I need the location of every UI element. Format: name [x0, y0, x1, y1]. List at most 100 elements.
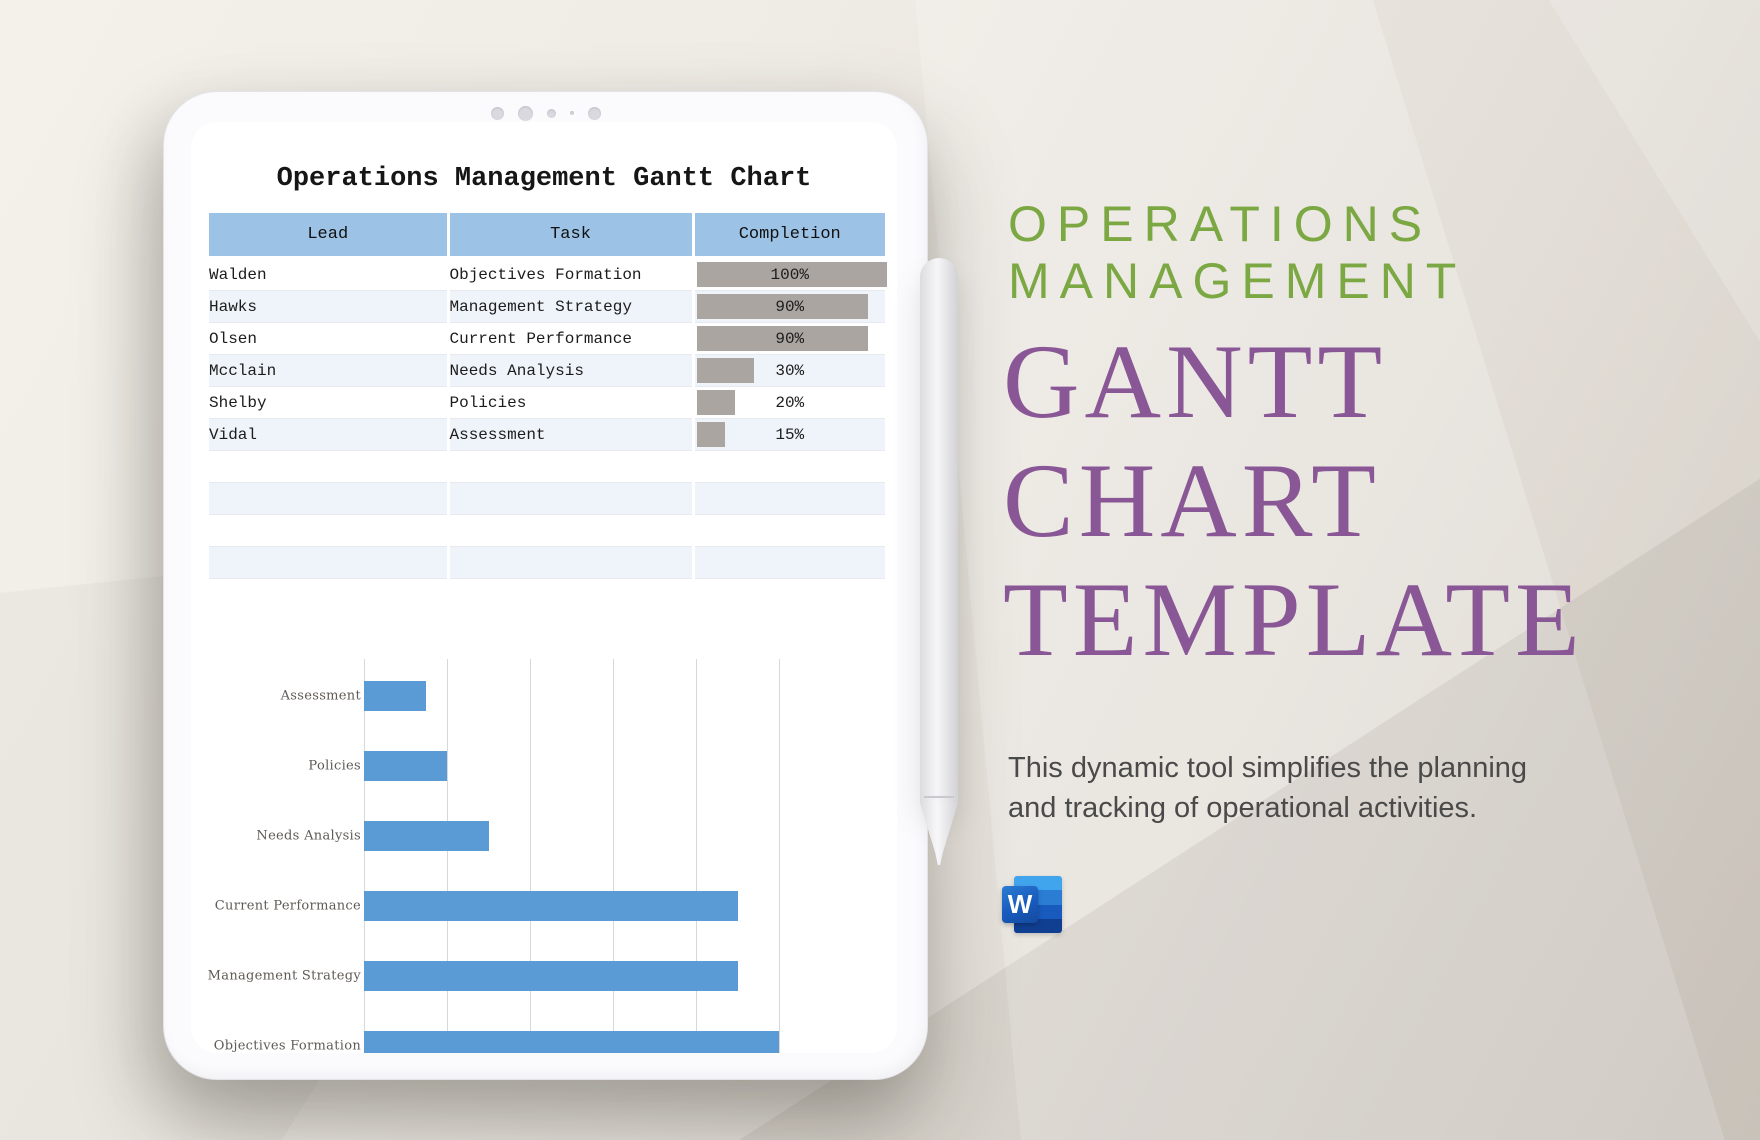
- empty-cell: [691, 514, 885, 547]
- empty-cell: [446, 450, 693, 483]
- empty-cell: [446, 546, 693, 579]
- gantt-table: Lead Task Completion Walden Objectives Fo…: [209, 213, 887, 579]
- description-line: and tracking of operational activities.: [1008, 792, 1478, 824]
- empty-cell: [209, 482, 448, 515]
- task-cell: Assessment: [446, 418, 693, 451]
- completion-cell: 15%: [691, 418, 885, 451]
- empty-table-row: [209, 514, 885, 547]
- completion-label: 90%: [775, 329, 805, 348]
- column-header-lead: Lead: [209, 213, 448, 259]
- lead-cell: Shelby: [209, 386, 448, 419]
- chart-category-label: Needs Analysis: [256, 828, 361, 844]
- empty-table-row: [209, 546, 885, 579]
- chart-category-label: Current Performance: [214, 898, 361, 914]
- task-cell: Needs Analysis: [446, 354, 693, 387]
- completion-label: 100%: [770, 265, 809, 284]
- chart-bar: [364, 891, 738, 921]
- chart-bar: [364, 751, 447, 781]
- panel-title: GANTT CHART TEMPLATE: [1003, 322, 1585, 679]
- panel-kicker: OPERATIONS MANAGEMENT: [1008, 196, 1466, 310]
- table-row: Olsen Current Performance 90%: [209, 322, 885, 355]
- chart-category-label: Policies: [308, 758, 361, 774]
- chart-gridline: [364, 659, 365, 1053]
- chart-category-label: Objectives Formation: [213, 1038, 361, 1054]
- stylus-body: [920, 258, 958, 803]
- empty-cell: [691, 450, 885, 483]
- column-header-task: Task: [446, 213, 693, 259]
- camera-dot-icon: [546, 108, 556, 118]
- empty-table-row: [209, 450, 885, 483]
- tablet-screen: Operations Management Gantt Chart Lead T…: [191, 122, 897, 1053]
- word-icon: W: [1002, 876, 1062, 933]
- completion-label: 90%: [775, 297, 805, 316]
- chart-bar: [364, 961, 738, 991]
- panel-title-line: GANTT: [1003, 323, 1388, 440]
- completion-bar: [696, 326, 868, 351]
- column-header-completion: Completion: [691, 213, 885, 259]
- stylus-seam: [924, 796, 954, 798]
- empty-table-row: [209, 482, 885, 515]
- table-row: Hawks Management Strategy 90%: [209, 290, 885, 323]
- stylus: [920, 258, 958, 865]
- chart-gridline: [613, 659, 614, 1053]
- lead-cell: Walden: [209, 257, 448, 291]
- table-row: Shelby Policies 20%: [209, 386, 885, 419]
- camera-dot-icon: [587, 106, 601, 120]
- table-header-row: Lead Task Completion: [209, 213, 885, 259]
- chart-category-label: Assessment: [280, 688, 361, 704]
- panel-description: This dynamic tool simplifies the plannin…: [1008, 748, 1527, 828]
- description-line: This dynamic tool simplifies the plannin…: [1008, 752, 1528, 784]
- gantt-bar-chart: Assessment Policies Needs Analysis Current …: [191, 659, 897, 1053]
- completion-bar: [696, 422, 726, 447]
- lead-cell: Vidal: [209, 418, 448, 451]
- tablet-camera-dots: [164, 105, 927, 121]
- table-row: Mcclain Needs Analysis 30%: [209, 354, 885, 387]
- completion-cell: 90%: [691, 290, 885, 323]
- chart-gridline: [530, 659, 531, 1053]
- chart-gridline: [447, 659, 448, 1053]
- tablet-device: Operations Management Gantt Chart Lead T…: [163, 91, 928, 1080]
- task-cell: Policies: [446, 386, 693, 419]
- table-row: Vidal Assessment 15%: [209, 418, 885, 451]
- chart-bar: [364, 821, 489, 851]
- completion-bar: [696, 262, 887, 287]
- panel-title-line: TEMPLATE: [1003, 561, 1585, 678]
- completion-label: 15%: [775, 425, 805, 444]
- empty-cell: [446, 482, 693, 515]
- completion-label: 30%: [775, 361, 805, 380]
- chart-gridline: [696, 659, 697, 1053]
- chart-gridline: [779, 659, 780, 1053]
- kicker-line: OPERATIONS: [1008, 196, 1433, 252]
- empty-cell: [691, 546, 885, 579]
- lead-cell: Hawks: [209, 290, 448, 323]
- kicker-line: MANAGEMENT: [1008, 253, 1467, 309]
- task-cell: Management Strategy: [446, 290, 693, 323]
- document-title: Operations Management Gantt Chart: [276, 164, 812, 194]
- camera-dot-icon: [490, 106, 504, 120]
- empty-cell: [446, 514, 693, 547]
- lead-cell: Olsen: [209, 322, 448, 355]
- empty-cell: [691, 482, 885, 515]
- completion-cell: 100%: [691, 257, 887, 291]
- stylus-tip: [920, 803, 958, 865]
- empty-cell: [209, 514, 448, 547]
- camera-dot-icon: [569, 111, 574, 115]
- completion-cell: 30%: [691, 354, 885, 387]
- completion-bar: [696, 358, 754, 383]
- camera-dot-icon: [517, 105, 533, 121]
- task-cell: Current Performance: [446, 322, 693, 355]
- completion-label: 20%: [775, 393, 805, 412]
- chart-bar: [364, 681, 427, 711]
- completion-cell: 20%: [691, 386, 885, 419]
- lead-cell: Mcclain: [209, 354, 448, 387]
- table-row: Walden Objectives Formation 100%: [209, 257, 887, 291]
- completion-bar: [696, 294, 868, 319]
- word-icon-letter: W: [1002, 886, 1038, 923]
- empty-cell: [209, 450, 448, 483]
- panel-title-line: CHART: [1003, 442, 1381, 559]
- chart-category-label: Management Strategy: [207, 968, 361, 984]
- task-cell: Objectives Formation: [446, 257, 693, 291]
- completion-bar: [696, 390, 735, 415]
- chart-bar: [364, 1031, 779, 1053]
